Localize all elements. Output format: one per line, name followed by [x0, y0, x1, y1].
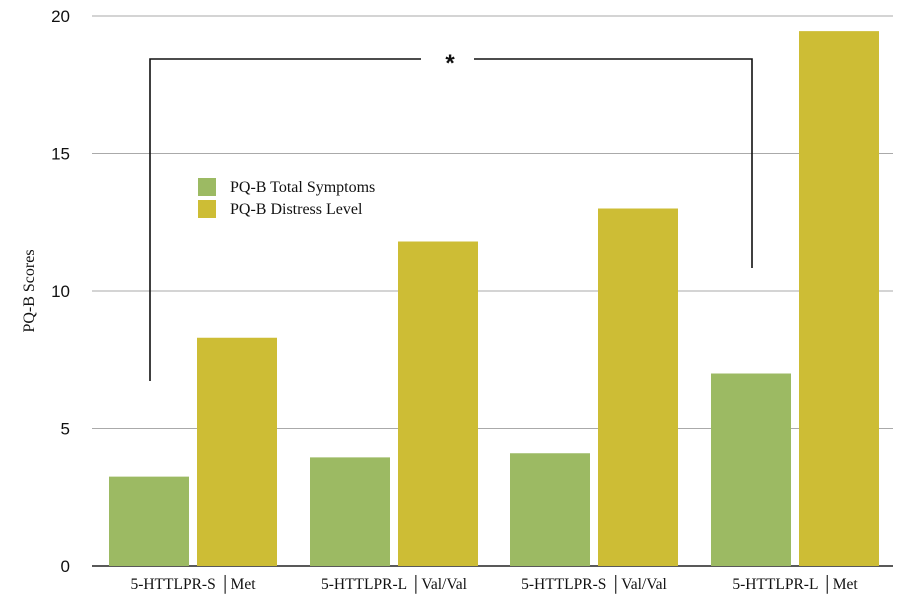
y-tick-label: 5: [61, 420, 70, 439]
y-tick-label: 0: [61, 557, 70, 576]
bar-distress-level: [398, 241, 478, 566]
bar-total-symptoms: [711, 373, 791, 566]
legend: PQ-B Total Symptoms PQ-B Distress Level: [198, 178, 375, 218]
significance-marker: *: [445, 50, 455, 77]
bracket-left-arm: [149, 58, 421, 381]
bar-total-symptoms: [109, 476, 189, 566]
x-category-label: 5-HTTLPR-L │Val/Val: [321, 574, 467, 594]
y-tick-label: 15: [51, 145, 70, 164]
bar-distress-level: [598, 208, 678, 566]
bars: [109, 31, 879, 566]
legend-swatch: [198, 200, 216, 218]
bracket-right-arm: [474, 58, 753, 268]
y-axis-ticks: 0 5 10 15 20: [51, 7, 70, 576]
legend-swatch: [198, 178, 216, 196]
significance-bracket: *: [149, 50, 753, 381]
y-axis-label: PQ-B Scores: [21, 249, 38, 332]
x-category-label: 5-HTTLPR-S │Met: [130, 574, 256, 594]
x-axis-categories: 5-HTTLPR-S │Met 5-HTTLPR-L │Val/Val 5-HTTL…: [130, 574, 858, 594]
bar-distress-level: [197, 337, 277, 566]
bar-distress-level: [799, 31, 879, 566]
x-category-label: 5-HTTLPR-L │Met: [732, 574, 858, 594]
legend-label: PQ-B Total Symptoms: [230, 179, 375, 196]
legend-label: PQ-B Distress Level: [230, 201, 363, 218]
x-category-label: 5-HTTLPR-S │Val/Val: [521, 574, 667, 594]
bar-total-symptoms: [510, 453, 590, 566]
y-tick-label: 10: [51, 282, 70, 301]
bar-total-symptoms: [310, 457, 390, 566]
y-tick-label: 20: [51, 7, 70, 26]
